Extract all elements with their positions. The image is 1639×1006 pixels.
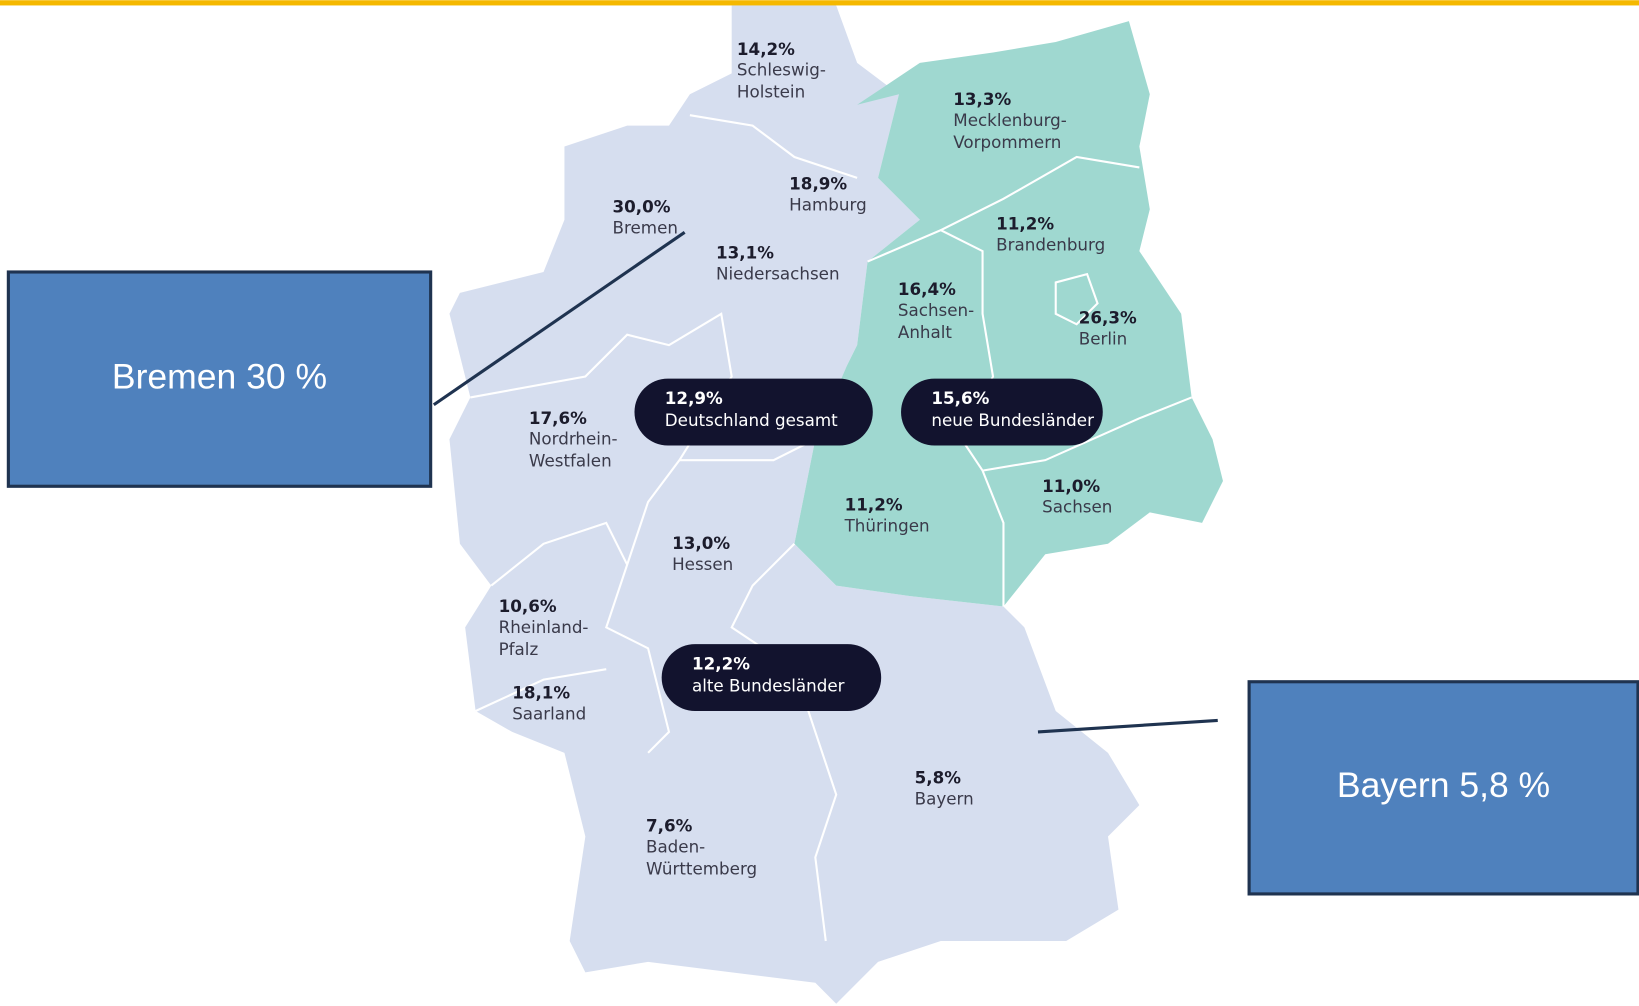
summary-value: 15,6%: [931, 388, 989, 408]
region-name: Rheinland-: [499, 617, 589, 637]
region-name: Hessen: [672, 554, 733, 574]
border: [475, 668, 607, 712]
region-value: 18,9%: [789, 174, 847, 194]
callout-box: [1247, 680, 1639, 896]
region-value: 18,1%: [512, 683, 570, 703]
region-name: Sachsen: [1042, 497, 1112, 517]
region-value: 30,0%: [613, 197, 671, 217]
region-name: Hamburg: [789, 195, 867, 215]
region-name: Berlin: [1079, 328, 1128, 348]
region-name: Thüringen: [844, 515, 930, 535]
region-name: Vorpommern: [953, 132, 1061, 152]
region-value: 11,2%: [845, 495, 903, 515]
callout-box: [6, 270, 433, 488]
region-value: 10,6%: [499, 596, 557, 616]
east-germany: [794, 21, 1223, 607]
summary-label: neue Bundesländer: [931, 410, 1094, 430]
callout-line: [1037, 718, 1218, 734]
summary-pill: [901, 378, 1103, 446]
region-value: 5,8%: [915, 767, 962, 787]
region-name: Nordrhein-: [529, 429, 618, 449]
west-germany: [449, 5, 1140, 1004]
region-value: 26,3%: [1079, 307, 1137, 327]
region-name: Anhalt: [898, 322, 953, 342]
region-name: Mecklenburg-: [953, 110, 1067, 130]
region-value: 14,2%: [737, 39, 795, 59]
region-name: Holstein: [737, 82, 805, 102]
summary-label: Deutschland gesamt: [665, 410, 838, 430]
callout-text: Bayern 5,8 %: [1337, 765, 1550, 805]
region-name: Niedersachsen: [716, 264, 840, 284]
region-value: 13,1%: [716, 243, 774, 263]
border: [689, 114, 858, 179]
top-bar: [0, 0, 1639, 6]
region-name: Bremen: [613, 218, 678, 238]
summary-value: 12,2%: [692, 653, 750, 673]
region-name: Württemberg: [646, 858, 757, 878]
region-value: 17,6%: [529, 408, 587, 428]
callout-line: [432, 230, 686, 407]
summary-value: 12,9%: [665, 388, 723, 408]
region-value: 16,4%: [898, 279, 956, 299]
border: [867, 229, 1005, 607]
border: [940, 155, 1140, 232]
summary-pill: [634, 378, 873, 446]
border: [679, 438, 816, 462]
border: [982, 396, 1193, 472]
region-name: Schleswig-: [737, 60, 826, 80]
region-value: 13,3%: [953, 89, 1011, 109]
region-name: Bayern: [915, 788, 974, 808]
summary-label: alte Bundesländer: [692, 675, 845, 695]
region-value: 7,6%: [646, 815, 693, 835]
region-value: 13,0%: [672, 533, 730, 553]
region-name: Brandenburg: [996, 234, 1105, 254]
region-value: 11,2%: [996, 213, 1054, 233]
callout-text: Bremen 30 %: [112, 357, 327, 397]
region-name: Sachsen-: [898, 300, 974, 320]
border: [490, 521, 629, 587]
region-name: Baden-: [646, 836, 705, 856]
region-value: 11,0%: [1042, 476, 1100, 496]
region-name: Saarland: [512, 704, 586, 724]
berlin-border: [1054, 272, 1099, 326]
region-name: Pfalz: [499, 639, 539, 659]
summary-pill: [661, 644, 882, 712]
region-name: Westfalen: [529, 451, 612, 471]
